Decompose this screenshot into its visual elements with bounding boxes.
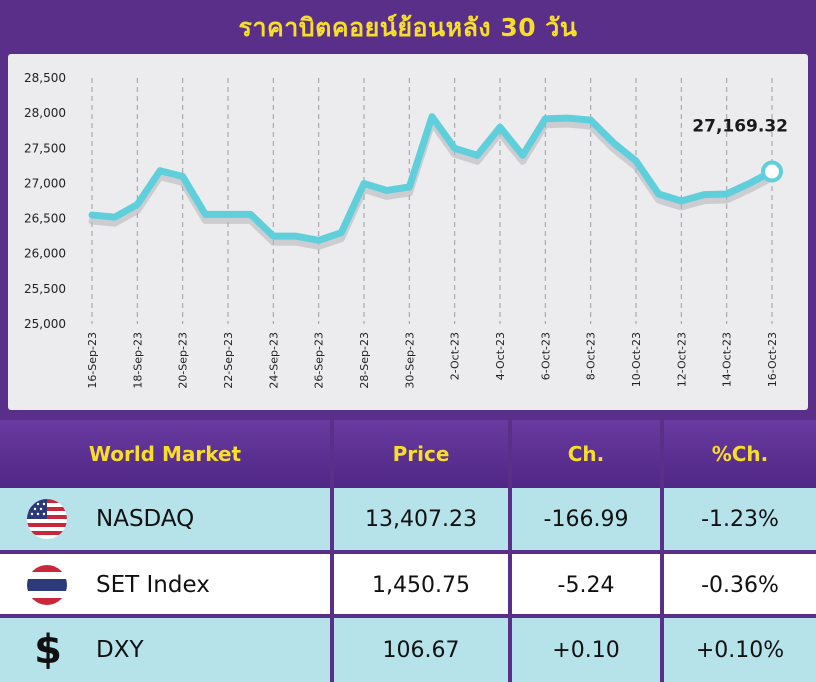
- x-tick-label: 2-Oct-23: [449, 332, 462, 380]
- last-point-marker: [761, 160, 783, 183]
- x-tick-label: 10-Oct-23: [630, 332, 643, 387]
- header-change: Ch.: [567, 442, 605, 466]
- x-tick-label: 16-Oct-23: [766, 332, 779, 387]
- market-change: +0.10: [552, 637, 620, 663]
- row-divider: [0, 550, 816, 554]
- table-row: NASDAQ 13,407.23 -166.99 -1.23%: [0, 488, 816, 550]
- page-title: ราคาบิตคอยน์ย้อนหลัง 30 วัน: [238, 13, 578, 42]
- market-percent-change: +0.10%: [695, 637, 785, 663]
- header-world-market: World Market: [88, 442, 242, 466]
- y-tick-label: 28,500: [24, 71, 66, 85]
- y-tick-label: 27,000: [24, 176, 66, 190]
- y-tick-label: 25,500: [24, 282, 66, 296]
- market-name: DXY: [96, 637, 144, 663]
- market-name: SET Index: [96, 572, 210, 598]
- market-percent-change: -1.23%: [701, 506, 779, 532]
- y-tick-label: 26,500: [24, 212, 66, 226]
- chart-svg: 25,000 25,500 26,000 26,500 27,000 27,500 28,0…: [24, 71, 788, 389]
- market-change: -166.99: [543, 506, 629, 532]
- x-tick-label: 6-Oct-23: [539, 332, 552, 380]
- market-price: 13,407.23: [365, 506, 477, 532]
- last-value-label: 27,169.32: [692, 117, 788, 137]
- line-chart: 25,000 25,500 26,000 26,500 27,000 27,500 28,0…: [8, 54, 808, 410]
- column-divider: [330, 420, 334, 682]
- market-percent-change: -0.36%: [701, 572, 779, 598]
- x-tick-label: 24-Sep-23: [267, 332, 280, 389]
- thai-flag-icon: [27, 565, 67, 605]
- x-tick-label: 28-Sep-23: [358, 332, 371, 389]
- x-tick-label: 8-Oct-23: [585, 332, 598, 380]
- market-price: 106.67: [382, 637, 460, 663]
- table-row: SET Index 1,450.75 -5.24 -0.36%: [0, 554, 816, 616]
- header-price: Price: [392, 442, 450, 466]
- x-tick-label: 20-Sep-23: [177, 332, 190, 389]
- dollar-icon: $: [34, 627, 62, 673]
- y-tick-label: 27,500: [24, 141, 66, 155]
- x-tick-label: 12-Oct-23: [675, 332, 688, 387]
- x-tick-label: 16-Sep-23: [86, 332, 99, 389]
- column-divider: [660, 420, 664, 682]
- series-line: [88, 113, 776, 244]
- x-tick-label: 18-Sep-23: [131, 332, 144, 389]
- table-row: $ DXY 106.67 +0.10 +0.10%: [0, 618, 816, 682]
- market-change: -5.24: [557, 572, 615, 598]
- us-flag-icon: [27, 499, 67, 539]
- x-tick-label: 30-Sep-23: [403, 332, 416, 389]
- y-tick-label: 26,000: [24, 247, 66, 261]
- y-tick-label: 28,000: [24, 106, 66, 120]
- market-price: 1,450.75: [372, 572, 470, 598]
- column-divider: [508, 420, 512, 682]
- row-divider: [0, 614, 816, 618]
- series-shadow: [88, 119, 776, 250]
- x-tick-label: 26-Sep-23: [313, 332, 326, 389]
- world-market-table: World Market Price Ch. %Ch. NASDAQ 13,40…: [0, 420, 816, 682]
- x-tick-label: 4-Oct-23: [494, 332, 507, 380]
- x-tick-label: 22-Sep-23: [222, 332, 235, 389]
- header-percent-change: %Ch.: [711, 442, 769, 466]
- y-tick-label: 25,000: [24, 317, 66, 331]
- market-name: NASDAQ: [96, 506, 195, 532]
- x-tick-label: 14-Oct-23: [721, 332, 734, 387]
- table-header: World Market Price Ch. %Ch.: [0, 420, 816, 488]
